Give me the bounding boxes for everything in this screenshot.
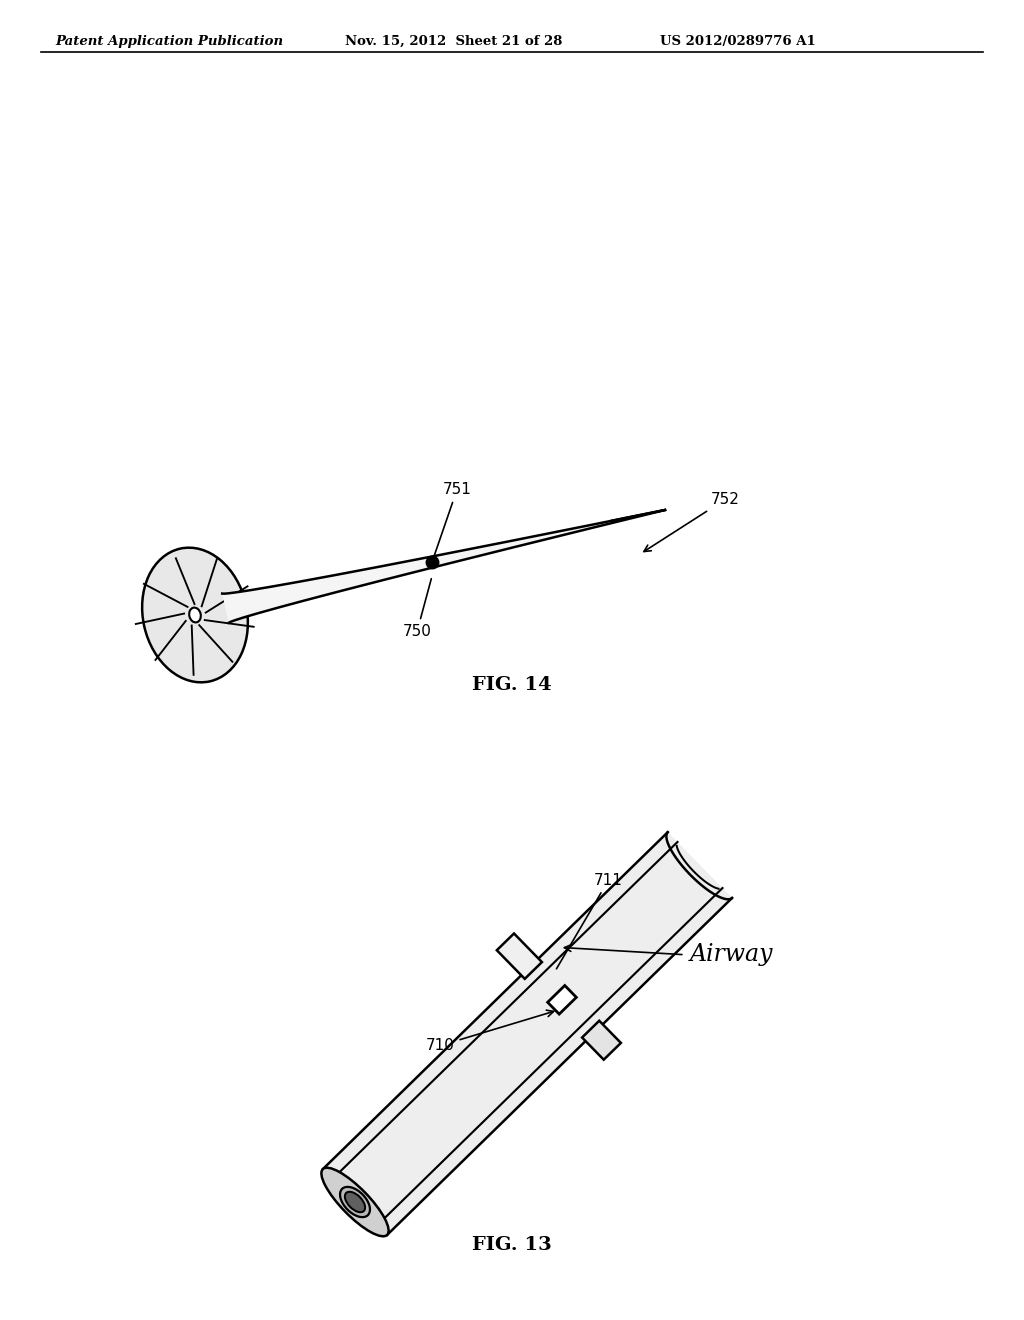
Text: Airway: Airway: [690, 944, 773, 966]
Polygon shape: [497, 933, 542, 979]
Text: US 2012/0289776 A1: US 2012/0289776 A1: [660, 36, 816, 48]
Polygon shape: [582, 1020, 621, 1060]
Polygon shape: [548, 986, 577, 1014]
Text: 750: 750: [402, 578, 431, 639]
Ellipse shape: [345, 1192, 366, 1212]
Polygon shape: [323, 832, 732, 1236]
Text: Patent Application Publication: Patent Application Publication: [55, 36, 283, 48]
Ellipse shape: [189, 607, 201, 623]
Ellipse shape: [142, 548, 248, 682]
Ellipse shape: [340, 1187, 370, 1217]
Text: 711: 711: [556, 873, 623, 969]
Text: 751: 751: [433, 482, 471, 560]
Ellipse shape: [322, 1168, 389, 1237]
Text: 752: 752: [644, 492, 739, 552]
Text: 710: 710: [426, 1010, 554, 1053]
Text: FIG. 13: FIG. 13: [472, 1236, 552, 1254]
Text: FIG. 14: FIG. 14: [472, 676, 552, 694]
Polygon shape: [222, 510, 665, 623]
Text: Nov. 15, 2012  Sheet 21 of 28: Nov. 15, 2012 Sheet 21 of 28: [345, 36, 562, 48]
